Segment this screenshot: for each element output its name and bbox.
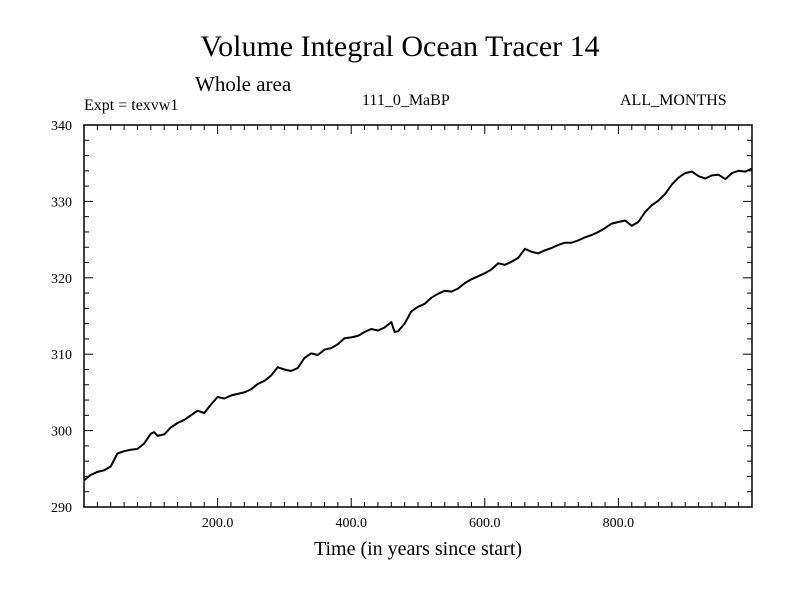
y-tick-label: 310 bbox=[51, 348, 72, 363]
case-label: 111_0_MaBP bbox=[362, 92, 450, 109]
season-label: ALL_MONTHS bbox=[620, 92, 727, 109]
x-axis-label: Time (in years since start) bbox=[313, 538, 523, 560]
x-tick-label: 800.0 bbox=[603, 516, 635, 531]
axis-ticks bbox=[84, 125, 752, 507]
y-tick-label: 340 bbox=[51, 119, 72, 134]
experiment-label: Expt = texvw1 bbox=[84, 97, 179, 114]
x-tick-label: 600.0 bbox=[469, 516, 501, 531]
y-tick-label: 330 bbox=[51, 195, 72, 210]
axis-tick-labels: 200.0 400.0 600.0 800.0 290 300 310 320 330 340 bbox=[51, 119, 634, 531]
series-line bbox=[83, 167, 753, 482]
y-tick-label: 300 bbox=[51, 425, 72, 440]
x-tick-label: 400.0 bbox=[335, 516, 367, 531]
x-tick-label: 200.0 bbox=[202, 516, 234, 531]
chart-title: Volume Integral Ocean Tracer 14 bbox=[200, 30, 600, 63]
chart-subtitle: Whole area bbox=[195, 72, 292, 96]
y-tick-label: 320 bbox=[51, 272, 72, 287]
y-tick-label: 290 bbox=[51, 501, 72, 516]
plot-frame bbox=[83, 124, 753, 508]
